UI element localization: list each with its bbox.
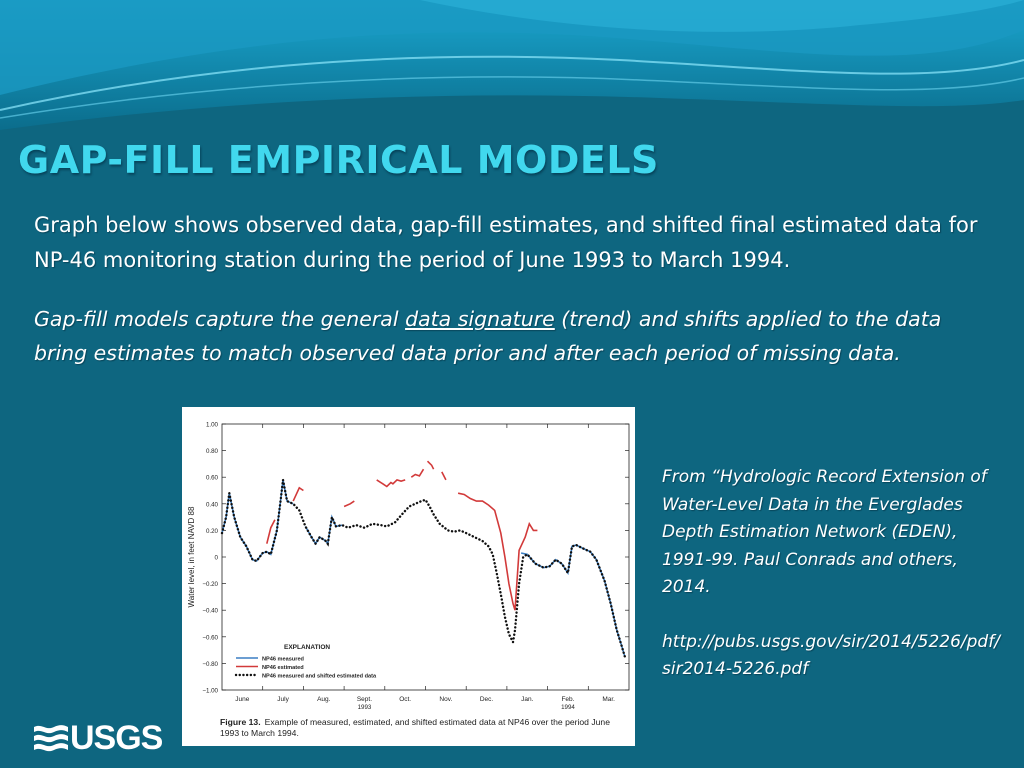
source-citation: From “Hydrologic Record Extension of Wat… [662,467,987,597]
x-tick-label: Dec. [480,696,494,703]
x-tick-label: Oct. [399,696,411,703]
series-measured-line [304,514,343,546]
y-tick-label: 0 [215,555,219,562]
series-estimated-line [376,478,406,488]
figure-caption: Figure 13. Example of measured, estimated… [220,717,630,739]
legend-label: NP46 measured and shifted estimated data [262,673,377,679]
series-estimated-line [457,492,538,611]
emphasis-paragraph: Gap-fill models capture the general data… [34,302,964,370]
series-estimated-line-group [266,460,538,611]
header-wave-banner [0,0,1024,130]
y-tick-label: −0.20 [202,581,218,588]
y-tick-label: −0.40 [202,608,218,615]
x-tick-sublabel: 1993 [358,704,372,711]
series-estimated-line [410,468,425,478]
x-tick-sublabel: 1994 [561,704,575,711]
data-signature-term: data signature [405,307,555,331]
x-tick-label: July [277,696,289,703]
x-tick-label: Feb. [561,696,574,703]
series-estimated-line [292,486,304,502]
slide-title: GAP-FILL EMPIRICAL MODELS [18,138,659,182]
series-measured-line [520,544,626,658]
x-tick-label: Aug. [317,696,331,703]
y-tick-label: −0.80 [202,661,218,668]
series-shifted-line [220,479,627,658]
y-tick-label: 0.40 [206,501,219,508]
series-measured-line [221,479,294,562]
x-tick-label: Sept. [357,696,372,703]
x-tick-label: Nov. [439,696,452,703]
y-tick-label: −1.00 [202,688,218,695]
y-tick-label: 1.00 [206,422,219,429]
series-shifted-line-group [220,479,627,658]
usgs-wordmark: USGS [70,719,163,757]
usgs-wave-mark-icon [34,725,68,752]
figure-caption-text: Example of measured, estimated, and shif… [220,717,610,738]
series-estimated-line [266,519,276,544]
water-level-chart: 1.00 0.80 0.60 0.40 0.20 0 −0.20 −0.40 −0.60 −0.8… [187,422,630,711]
usgs-logo: USGS [34,718,174,758]
legend-label: NP46 estimated [262,665,304,671]
legend-label: NP46 measured [262,656,305,662]
x-tick-label: June [235,696,249,703]
y-tick-label: 0.80 [206,448,219,455]
y-axis-label: Water level, in feet NAVD 88 [187,506,196,607]
source-citation-block: From “Hydrologic Record Extension of Wat… [662,464,1002,684]
y-tick-label: 0.20 [206,528,219,535]
legend-title: EXPLANATION [284,644,330,651]
series-estimated-line [426,460,435,470]
series-estimated-line [343,500,355,508]
emphasis-text-before: Gap-fill models capture the general [34,307,406,331]
intro-paragraph: Graph below shows observed data, gap-fil… [34,213,978,272]
y-tick-label: 0.60 [206,475,219,482]
y-tick-label: −0.60 [202,634,218,641]
x-tick-label: Mar. [602,696,615,703]
source-url[interactable]: http://pubs.usgs.gov/sir/2014/5226/pdf/s… [662,631,1000,680]
x-tick-label: Jan. [521,696,533,703]
figure-label: Figure 13. [220,717,261,727]
figure-13: 1.00 0.80 0.60 0.40 0.20 0 −0.20 −0.40 −0.60 −0.8… [182,407,635,746]
emphasis-text-after: (trend) and shifts applied to the data b… [34,307,942,365]
series-estimated-line [441,471,447,481]
